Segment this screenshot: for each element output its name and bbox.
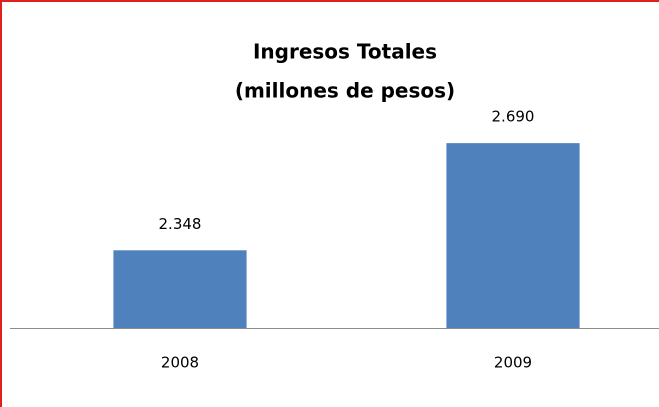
x-tick-label: 2009 [494,354,532,372]
bar [446,143,580,328]
data-label: 2.690 [492,108,535,126]
bar [113,250,247,328]
frame-top [0,0,659,2]
chart-subtitle: (millones de pesos) [235,79,455,103]
data-label: 2.348 [159,215,202,233]
frame-left [0,0,2,407]
chart-title: Ingresos Totales [253,40,437,64]
x-tick-label: 2008 [161,354,199,372]
